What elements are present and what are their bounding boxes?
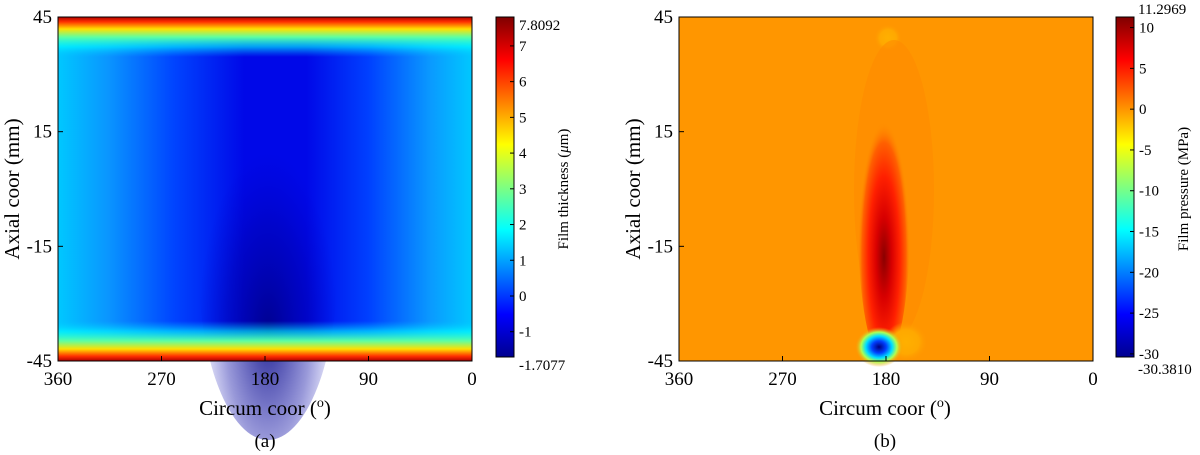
colorbar-tick-label: 3 <box>519 182 527 198</box>
y-tick-label: 45 <box>33 7 52 28</box>
y-tick-label: -45 <box>648 351 673 372</box>
heatmap-field-b <box>679 17 1093 367</box>
y-ticks-a: 45 15 -15 -45 <box>27 7 63 372</box>
colorbar-b <box>1115 16 1135 358</box>
x-axis-label-b: Circum coor (o) <box>819 396 951 420</box>
x-tick-label: 360 <box>665 369 694 390</box>
colorbar-min-b: -30.3810 <box>1138 362 1192 378</box>
x-tick-label: 180 <box>872 369 901 390</box>
colorbar-tick-label: 2 <box>519 218 527 234</box>
x-tick-label: 270 <box>147 369 176 390</box>
colorbar-tick-label: 7 <box>519 39 527 55</box>
panel-label-b: (b) <box>874 431 896 452</box>
colorbar-ticks-b: -30 -25 -20 -15 -10 -5 0 5 10 <box>1130 21 1159 363</box>
x-tick-label: 90 <box>980 369 999 390</box>
colorbar-tick-label: -20 <box>1139 265 1159 281</box>
colorbar-tick-label: 4 <box>519 146 527 162</box>
colorbar-tick-label: 0 <box>1139 102 1147 118</box>
colorbar-tick-label: 10 <box>1139 21 1154 37</box>
colorbar-tick-label: 5 <box>519 110 527 126</box>
colorbar-tick-label: -15 <box>1139 225 1159 241</box>
colorbar-ticks-a: -1 0 1 2 3 4 5 6 7 <box>510 39 532 341</box>
colorbar-a <box>495 16 515 358</box>
x-tick-label: 90 <box>359 369 378 390</box>
colorbar-tick-label: 1 <box>519 253 527 269</box>
colorbar-max-b: 11.2969 <box>1138 2 1186 18</box>
y-tick-label: -15 <box>27 236 52 257</box>
x-tick-label: 180 <box>251 369 280 390</box>
colorbar-tick-label: -25 <box>1139 306 1159 322</box>
colorbar-tick-label: -10 <box>1139 184 1159 200</box>
x-ticks-a: 360 270 180 90 0 <box>44 356 477 390</box>
colorbar-min-a: -1.7077 <box>519 358 566 374</box>
y-tick-label: 15 <box>654 122 673 143</box>
colorbar-max-a: 7.8092 <box>519 18 560 34</box>
x-axis-label-a: Circum coor (o) <box>199 396 331 420</box>
colorbar-tick-label: 6 <box>519 75 527 91</box>
y-tick-label: -15 <box>648 236 673 257</box>
y-axis-label-b: Axial coor (mm) <box>621 118 645 259</box>
x-tick-label: 360 <box>44 369 73 390</box>
colorbar-tick-label: -5 <box>1139 143 1152 159</box>
heatmap-field-a <box>58 17 472 440</box>
colorbar-tick-label: -1 <box>519 325 532 341</box>
colorbar-tick-label: 0 <box>519 289 527 305</box>
colorbar-tick-label: 5 <box>1139 61 1147 77</box>
panel-label-a: (a) <box>254 431 275 452</box>
x-tick-label: 0 <box>467 369 477 390</box>
x-tick-label: 270 <box>768 369 797 390</box>
y-tick-label: 45 <box>654 7 673 28</box>
colorbar-tick-label: -30 <box>1139 347 1159 363</box>
y-axis-label-a: Axial coor (mm) <box>0 118 24 259</box>
y-tick-label: -45 <box>27 351 52 372</box>
colorbar-label-b: Film pressure (MPa) <box>1176 127 1192 251</box>
x-ticks-b: 360 270 180 90 0 <box>665 356 1098 390</box>
x-tick-label: 0 <box>1088 369 1098 390</box>
y-tick-label: 15 <box>33 122 52 143</box>
y-ticks-b: 45 15 -15 -45 <box>648 7 684 372</box>
colorbar-label-a: Film thickness (μm) <box>556 129 572 250</box>
